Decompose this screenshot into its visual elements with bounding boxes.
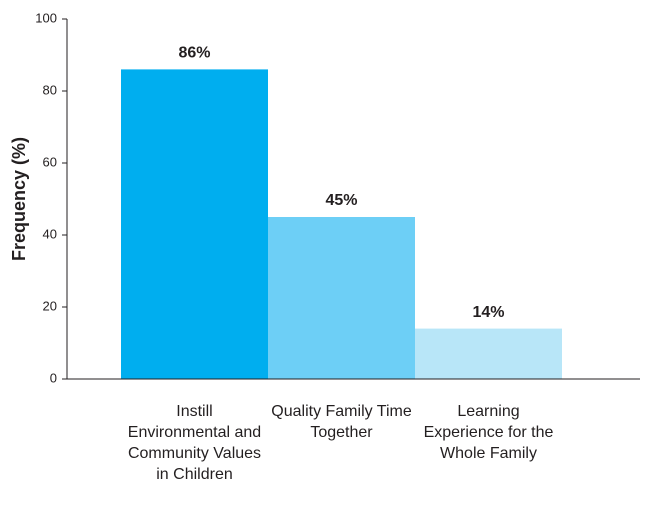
y-tick-label: 0 (50, 370, 57, 385)
y-tick-label: 60 (43, 154, 57, 169)
bar (121, 69, 268, 380)
y-tick-label: 20 (43, 298, 57, 313)
x-tick-label: Quality Family Time Together (271, 403, 412, 441)
value-label: 14% (472, 304, 504, 321)
bar (415, 328, 562, 379)
y-axis-label: Frequency (%) (9, 137, 29, 261)
value-label: 45% (325, 192, 357, 209)
x-tick-label: Instill Environmental and Community Valu… (127, 403, 262, 483)
y-tick-label: 80 (43, 82, 57, 97)
y-tick-label: 40 (43, 226, 57, 241)
x-tick-label: Learning Experience for the Whole Family (423, 403, 554, 462)
y-tick-label: 100 (35, 10, 57, 25)
value-label: 86% (178, 45, 210, 62)
bar (268, 217, 415, 379)
